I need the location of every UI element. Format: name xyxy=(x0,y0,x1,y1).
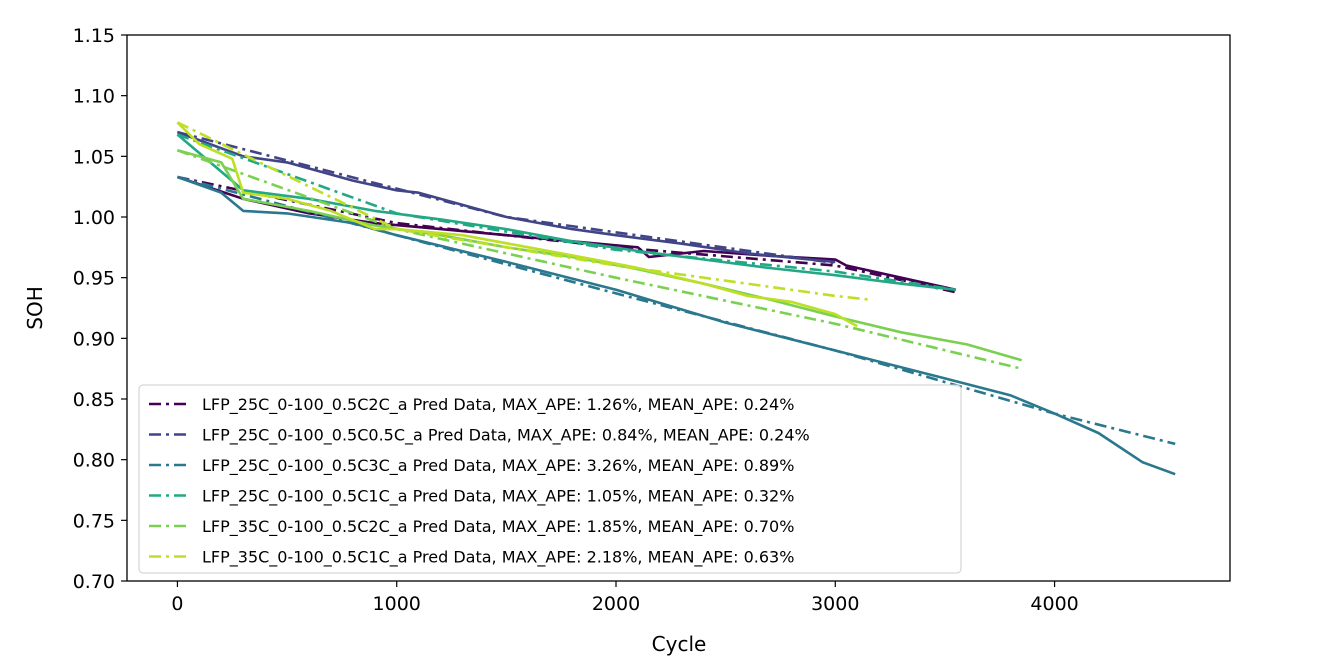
y-tick-label: 0.95 xyxy=(73,268,115,290)
y-tick-label: 1.00 xyxy=(73,207,115,229)
series-pred-line-5 xyxy=(176,149,1023,370)
legend-label: LFP_25C_0-100_0.5C0.5C_a Pred Data, MAX_… xyxy=(202,426,810,446)
series-pred-line-4 xyxy=(176,133,957,292)
legend-label: LFP_25C_0-100_0.5C3C_a Pred Data, MAX_AP… xyxy=(202,456,794,476)
x-tick-label: 4000 xyxy=(1030,593,1078,615)
x-tick-label: 1000 xyxy=(373,593,421,615)
y-axis-ticks: 0.70 0.75 0.80 0.85 0.90 0.95 1.00 1.05 1.10 1.15 xyxy=(73,25,127,593)
y-tick-label: 1.10 xyxy=(73,86,115,108)
legend-box xyxy=(138,384,962,574)
y-axis-label: SOH xyxy=(23,286,47,329)
legend-label: LFP_35C_0-100_0.5C1C_a Pred Data, MAX_AP… xyxy=(202,548,794,568)
x-tick-label: 3000 xyxy=(811,593,859,615)
series-actual-line-6 xyxy=(176,121,858,328)
y-tick-label: 1.15 xyxy=(73,25,115,47)
y-tick-label: 0.80 xyxy=(73,450,115,472)
legend-label: LFP_25C_0-100_0.5C1C_a Pred Data, MAX_AP… xyxy=(202,487,794,507)
legend-label: LFP_35C_0-100_0.5C2C_a Pred Data, MAX_AP… xyxy=(202,517,794,537)
x-tick-label: 0 xyxy=(171,593,183,615)
series-pred-line-6 xyxy=(176,121,869,301)
y-tick-label: 0.85 xyxy=(73,389,115,411)
series-actual-line-3 xyxy=(176,175,1176,476)
series-pred-line-2 xyxy=(177,130,836,265)
legend-label: LFP_25C_0-100_0.5C2C_a Pred Data, MAX_AP… xyxy=(202,395,794,415)
series-pred-line-3 xyxy=(177,175,1176,446)
x-axis-label: Cycle xyxy=(652,632,707,656)
y-tick-label: 1.05 xyxy=(73,146,115,168)
x-tick-label: 2000 xyxy=(592,593,640,615)
y-tick-label: 0.70 xyxy=(73,571,115,593)
series-actual-line-5 xyxy=(177,149,1023,362)
x-axis-ticks: 0 1000 2000 3000 4000 xyxy=(171,581,1079,615)
y-tick-label: 0.75 xyxy=(73,510,115,532)
series-lines xyxy=(176,121,1176,476)
y-tick-label: 0.90 xyxy=(73,328,115,350)
legend: LFP_25C_0-100_0.5C2C_a Pred Data, MAX_AP… xyxy=(138,384,962,574)
plot-frame xyxy=(126,34,1231,582)
